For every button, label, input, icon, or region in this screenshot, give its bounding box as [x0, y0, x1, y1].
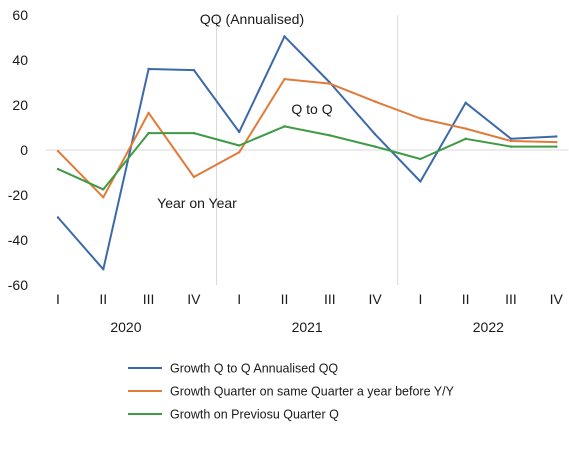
year-label: 2021 — [292, 319, 323, 335]
data-point — [238, 144, 241, 147]
data-point — [102, 188, 105, 191]
data-point — [419, 157, 422, 161]
legend-label: Growth Quarter on same Quarter a year be… — [170, 385, 455, 399]
x-tick-label: II — [99, 291, 107, 307]
series-line-2 — [57, 78, 558, 199]
x-tick-label: III — [505, 291, 517, 307]
data-point — [328, 82, 331, 85]
data-point — [238, 130, 241, 134]
year-label: 2022 — [473, 319, 504, 335]
chart-annotations: QQ (Annualised) Q to Q Year on Year — [157, 11, 333, 211]
y-tick-label: 40 — [12, 52, 28, 68]
x-tick-label: III — [143, 291, 155, 307]
x-tick-label: I — [56, 291, 60, 307]
data-point — [192, 131, 196, 135]
x-tick-label: III — [324, 291, 336, 307]
series-line-1 — [57, 35, 558, 271]
data-point — [283, 77, 286, 81]
data-point — [464, 101, 467, 104]
data-point — [509, 145, 513, 148]
y-tick-label: -60 — [8, 277, 28, 293]
data-point — [328, 134, 331, 137]
data-point — [192, 175, 196, 179]
data-point — [373, 145, 377, 148]
data-point — [283, 35, 286, 38]
annotation-label: Q to Q — [291, 101, 332, 117]
x-tick-label: IV — [550, 291, 564, 307]
data-point — [555, 140, 558, 144]
data-point — [56, 216, 60, 219]
data-point — [147, 67, 150, 71]
x-tick-label: II — [462, 291, 470, 307]
x-axis-year-labels: 2020 2021 2022 — [110, 319, 504, 335]
legend-label: Growth Q to Q Annualised QQ — [170, 362, 338, 376]
year-label: 2020 — [110, 319, 141, 335]
x-tick-label: IV — [187, 291, 201, 307]
annotation-label: QQ (Annualised) — [200, 11, 304, 27]
data-point — [102, 268, 105, 271]
data-point — [147, 111, 150, 115]
x-tick-label: I — [418, 291, 422, 307]
data-point — [419, 180, 422, 183]
data-point — [373, 100, 377, 103]
y-tick-label: -40 — [8, 232, 28, 248]
data-point — [373, 133, 377, 136]
x-axis-quarter-labels: I II III IV I II III IV I II III IV — [56, 291, 564, 307]
data-point — [509, 137, 513, 140]
y-tick-label: -20 — [8, 187, 28, 203]
x-tick-label: IV — [368, 291, 382, 307]
data-point — [147, 131, 150, 135]
data-point — [283, 125, 286, 128]
data-point — [464, 137, 467, 140]
series-line-3 — [57, 125, 558, 191]
data-point — [192, 68, 196, 72]
data-point — [102, 196, 105, 199]
data-point — [56, 167, 60, 171]
data-point — [238, 151, 241, 154]
legend-label: Growth on Previosu Quarter Q — [170, 408, 339, 422]
data-point — [509, 139, 513, 143]
data-point — [464, 127, 467, 130]
x-tick-label: II — [281, 291, 289, 307]
x-tick-label: I — [237, 291, 241, 307]
data-point — [419, 117, 422, 120]
data-point — [555, 145, 558, 148]
y-tick-label: 60 — [12, 7, 28, 23]
y-tick-label: 0 — [20, 142, 28, 158]
annotation-label: Year on Year — [157, 195, 237, 211]
data-point — [56, 149, 60, 153]
legend: Growth Q to Q Annualised QQ Growth Quarte… — [128, 362, 455, 422]
y-tick-label: 20 — [12, 97, 28, 113]
series-lines — [56, 35, 558, 271]
data-point — [555, 135, 558, 138]
y-axis-tick-labels: 60 40 20 0 -20 -40 -60 — [8, 7, 28, 293]
